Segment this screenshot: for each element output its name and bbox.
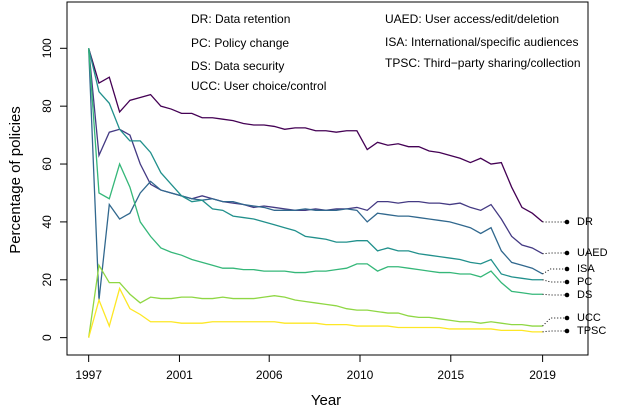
legend-note: ISA: International/specific audiences <box>385 35 578 49</box>
y-tick-label: 60 <box>40 157 54 171</box>
y-tick-label: 20 <box>40 273 54 287</box>
y-tick-label: 0 <box>40 334 54 341</box>
label-dot <box>564 292 570 298</box>
series-label: PC <box>577 276 592 288</box>
legend-note: DS: Data security <box>191 59 284 73</box>
y-tick-label: 40 <box>40 215 54 229</box>
series-line <box>88 48 544 223</box>
x-axis-title: Year <box>311 392 341 409</box>
x-tick-label: 2015 <box>437 368 464 382</box>
legend-note: UAED: User access/edit/deletion <box>385 12 559 26</box>
label-dot <box>564 279 570 285</box>
series-line <box>88 48 543 295</box>
y-axis-title: Percentage of policies <box>7 106 24 254</box>
x-tick-label: 2019 <box>529 368 556 382</box>
series-line <box>88 48 543 301</box>
series-label: ISA <box>577 263 595 275</box>
label-leader <box>542 293 567 296</box>
label-dot <box>564 250 570 256</box>
label-dot <box>564 266 570 272</box>
series-line <box>88 286 543 338</box>
legend-note: UCC: User choice/control <box>191 79 326 93</box>
plot-frame <box>66 1 589 356</box>
label-leader <box>542 317 567 327</box>
legend-note: PC: Policy change <box>191 36 289 50</box>
legend-note: TPSC: Third−party sharing/collection <box>385 56 581 70</box>
series-label: DS <box>577 289 592 301</box>
label-dot <box>564 315 570 321</box>
y-tick-label: 100 <box>40 38 54 58</box>
label-dot <box>564 328 570 334</box>
x-tick-label: 2010 <box>347 368 374 382</box>
x-tick-label: 1997 <box>75 368 102 382</box>
x-tick-label: 2006 <box>256 368 283 382</box>
legend-note: DR: Data retention <box>191 12 290 26</box>
series-line <box>88 263 543 338</box>
series-label: UCC <box>577 312 601 324</box>
label-leader <box>542 268 567 275</box>
y-tick-label: 80 <box>40 99 54 113</box>
series-label: UAED <box>577 247 608 259</box>
series-line <box>88 48 543 281</box>
label-leader <box>542 330 567 333</box>
series-label: DR <box>577 216 593 228</box>
label-leader <box>542 252 567 255</box>
label-leader <box>542 279 567 283</box>
label-dot <box>564 219 570 225</box>
x-tick-label: 2001 <box>166 368 193 382</box>
series-label: TPSC <box>577 325 606 337</box>
